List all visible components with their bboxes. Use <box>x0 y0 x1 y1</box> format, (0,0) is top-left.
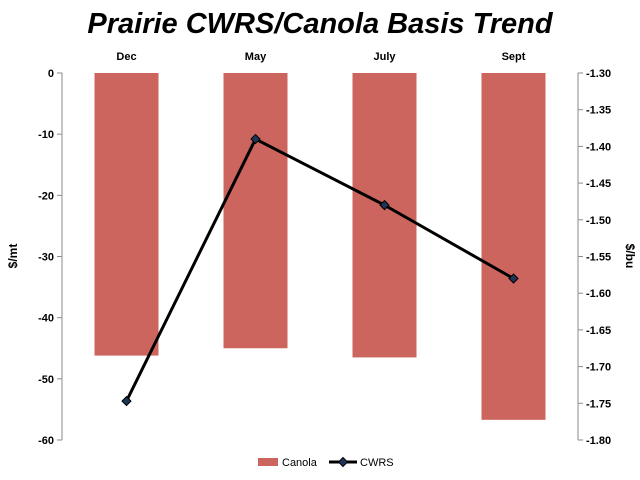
category-labels: Dec May July Sept <box>116 51 525 63</box>
legend-marker-cwrs <box>337 456 349 468</box>
cwrs-point-dec <box>121 395 132 407</box>
cwrs-point-july <box>379 199 390 211</box>
y-tick-label-left: -30 <box>38 252 54 264</box>
category-label-sept: Sept <box>502 51 526 63</box>
y-axis-title-right: $/bu <box>623 244 637 269</box>
y-tick-label-left: 0 <box>48 68 54 80</box>
y-axis-title-left: $/mt <box>6 244 20 269</box>
category-label-dec: Dec <box>116 51 136 63</box>
canola-bar-dec <box>94 73 159 356</box>
canola-bar-may <box>223 73 288 349</box>
legend-label-cwrs: CWRS <box>360 457 394 469</box>
y-tick-label-right: -1.40 <box>586 141 611 153</box>
y-tick-label-left: -60 <box>38 435 54 447</box>
cwrs-point-may <box>250 133 261 145</box>
y-tick-label-left: -20 <box>38 190 54 202</box>
category-label-july: July <box>373 51 396 63</box>
legend: Canola CWRS <box>258 456 394 469</box>
y-tick-label-right: -1.80 <box>586 435 611 447</box>
y-tick-label-right: -1.55 <box>586 252 611 264</box>
y-tick-label-right: -1.30 <box>586 68 611 80</box>
cwrs-line-layer <box>121 133 519 407</box>
category-label-may: May <box>245 51 267 63</box>
y-tick-label-right: -1.70 <box>586 362 611 374</box>
bars <box>94 73 546 420</box>
canola-bar-july <box>352 73 417 358</box>
canola-bar-sept <box>481 73 546 420</box>
cwrs-point-sept <box>508 273 519 284</box>
chart-title: Prairie CWRS/Canola Basis Trend <box>87 8 554 40</box>
legend-swatch-canola <box>258 458 278 466</box>
y-tick-label-right: -1.65 <box>586 325 611 337</box>
y-tick-label-left: -50 <box>38 374 54 386</box>
y-tick-label-right: -1.75 <box>586 398 611 410</box>
y-tick-label-right: -1.50 <box>586 215 611 227</box>
y-tick-label-left: -10 <box>38 129 54 141</box>
y-tick-label-right: -1.60 <box>586 288 611 300</box>
y-tick-label-right: -1.35 <box>586 105 611 117</box>
legend-label-canola: Canola <box>282 457 318 469</box>
y-tick-label-right: -1.45 <box>586 178 611 190</box>
cwrs-line <box>125 137 515 402</box>
y-tick-label-left: -40 <box>38 313 54 325</box>
axes: 0 -10 -20 -30 -40 -50 -60 -1.30 -1.35 -1.40 -1.45 -… <box>38 68 611 447</box>
